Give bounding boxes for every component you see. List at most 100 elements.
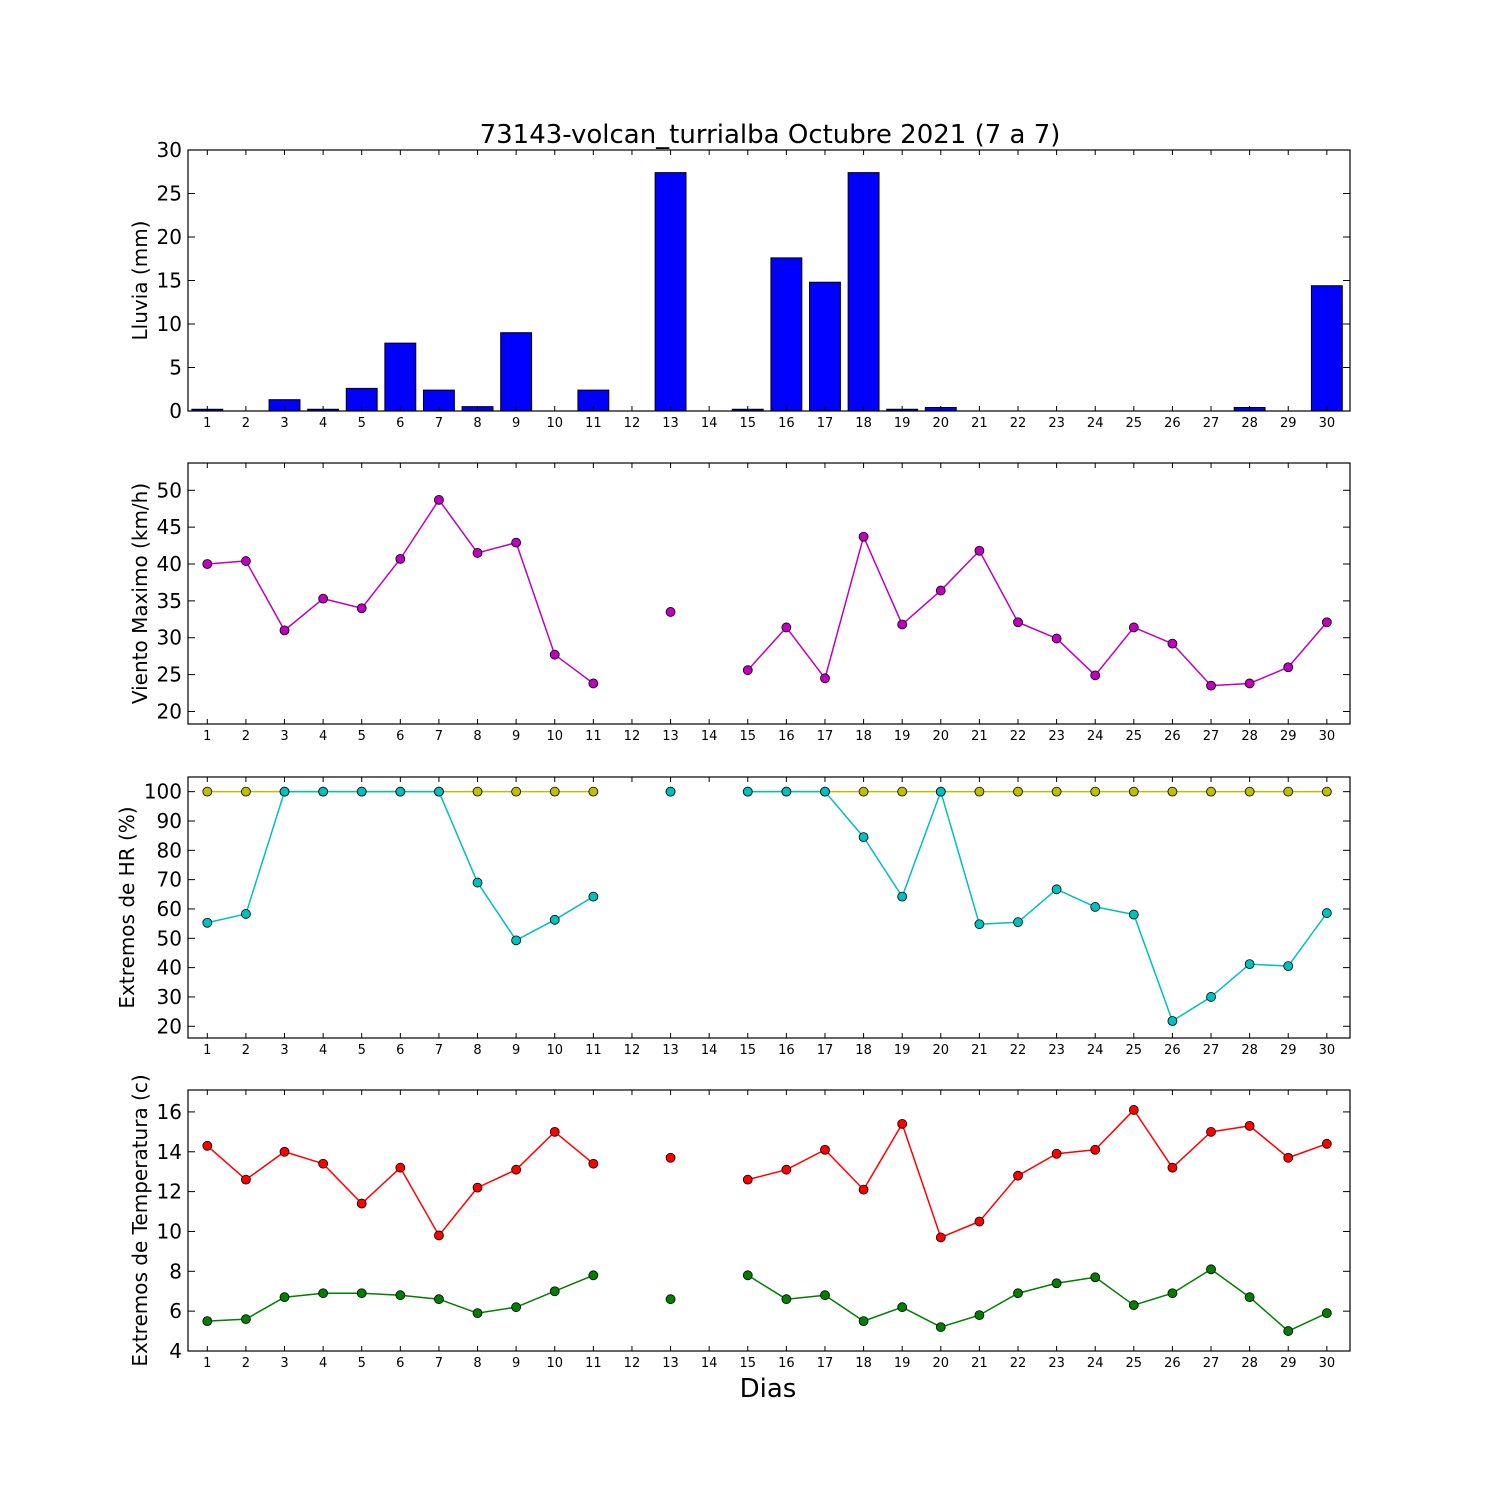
series-2-point-day-15 [742,786,753,797]
series-1-segment [940,1220,980,1239]
x-tick-label: 4 [319,729,327,744]
series-1-point-day-21 [974,1216,985,1227]
series-1-point-day-28 [1244,786,1255,797]
series-2-segment [1056,888,1096,908]
x-tick-label: 15 [739,1356,756,1371]
series-1-point-day-30 [1321,1138,1332,1149]
series-2-point-day-30 [1321,1308,1332,1319]
x-tick-label: 30 [1319,1356,1336,1371]
x-tick-label: 29 [1280,416,1297,431]
series-1-point-day-29 [1283,786,1294,797]
x-tick-label: 3 [280,416,288,431]
x-tick-label: 7 [435,416,443,431]
series-2-point-day-11 [588,1270,599,1281]
series-2-segment [1172,1268,1212,1294]
series-1-point-day-18 [858,531,869,542]
series-2-segment [361,1292,401,1296]
x-tick-label: 5 [358,729,366,744]
series-1-segment [477,1169,517,1189]
series-1-segment [1056,637,1096,676]
y-axis-label: Extremos de HR (%) [115,806,139,1008]
series-1-point-day-25 [1128,622,1139,633]
series-1-point-day-30 [1321,617,1332,628]
x-tick-label: 19 [894,416,911,431]
series-1-point-day-28 [1244,1120,1255,1131]
series-2-segment [515,1290,556,1308]
series-1-point-day-27 [1206,680,1216,691]
x-tick-label: 28 [1241,1356,1258,1371]
series-2-segment [1210,963,1251,998]
x-tick-label: 12 [624,1356,641,1371]
chart-title: 73143-volcan_turrialba Octubre 2021 (7 a… [480,120,1061,150]
series-1-segment [901,1123,942,1238]
x-tick-label: 25 [1126,1043,1143,1058]
series-1-segment [207,560,246,565]
bar-day-17 [809,281,841,412]
series-2-segment [863,1306,903,1322]
y-tick-label: 0 [169,399,182,423]
x-tick-label: 24 [1087,1043,1104,1058]
series-1-point-day-17 [820,673,830,684]
x-tick-label: 11 [585,1043,602,1058]
series-2-segment [245,791,286,915]
series-1-segment [1249,666,1289,685]
series-1-segment [747,626,787,671]
series-1-point-day-30 [1321,786,1332,797]
series-2-segment [1249,963,1289,967]
y-axis-label: Extremos de Temperatura (c) [128,1074,152,1366]
series-2-point-day-26 [1167,1016,1178,1026]
series-2-point-day-26 [1167,1288,1178,1299]
x-tick-label: 16 [778,416,795,431]
x-tick-label: 21 [971,1043,988,1058]
x-tick-label: 4 [319,1356,327,1371]
series-2-point-day-10 [549,1286,560,1297]
series-1-segment [438,499,479,554]
x-tick-label: 28 [1241,416,1258,431]
series-2-point-day-20 [935,786,946,797]
series-2-segment [901,1306,942,1328]
series-2-segment [1095,906,1134,916]
x-tick-label: 27 [1203,1043,1220,1058]
series-1-point-day-5 [356,1198,367,1209]
series-1-point-day-25 [1128,1105,1139,1115]
series-1-segment [978,1175,1019,1222]
x-tick-label: 28 [1241,1043,1258,1058]
series-1-point-day-17 [820,1144,830,1155]
y-tick-label: 16 [157,1100,182,1124]
x-tick-label: 26 [1164,1356,1181,1371]
x-tick-label: 1 [203,1356,211,1371]
x-tick-label: 25 [1126,1356,1143,1371]
y-tick-label: 50 [157,926,182,950]
series-1-point-day-21 [974,545,985,556]
series-2-point-day-22 [1013,1288,1023,1299]
x-tick-label: 6 [396,1043,404,1058]
x-tick-label: 10 [546,1356,563,1371]
series-1-point-day-27 [1206,786,1216,797]
x-tick-label: 26 [1164,1043,1181,1058]
series-2-point-day-4 [318,786,329,797]
series-1-point-day-11 [588,1158,599,1169]
series-1-point-day-7 [434,1230,444,1241]
series-2-point-day-6 [395,786,406,797]
x-tick-label: 22 [1010,729,1027,744]
y-tick-label: 80 [157,838,182,862]
series-1-point-day-19 [897,786,908,797]
x-tick-label: 8 [473,1043,481,1058]
bar-day-13 [654,172,687,412]
series-1-point-day-11 [588,678,599,689]
x-tick-label: 21 [971,1356,988,1371]
series-2-point-day-25 [1128,909,1139,920]
series-2-point-day-27 [1206,1264,1216,1275]
series-2-point-day-29 [1283,961,1294,972]
series-1-segment [1171,643,1212,687]
x-tick-label: 11 [585,1356,602,1371]
series-2-segment [1249,1296,1289,1332]
series-1-point-day-27 [1206,1126,1216,1137]
y-tick-label: 90 [157,809,182,833]
series-1-point-day-26 [1167,786,1178,797]
series-1-segment [747,1168,787,1181]
series-1-point-day-23 [1051,633,1062,644]
y-tick-label: 30 [157,626,182,650]
